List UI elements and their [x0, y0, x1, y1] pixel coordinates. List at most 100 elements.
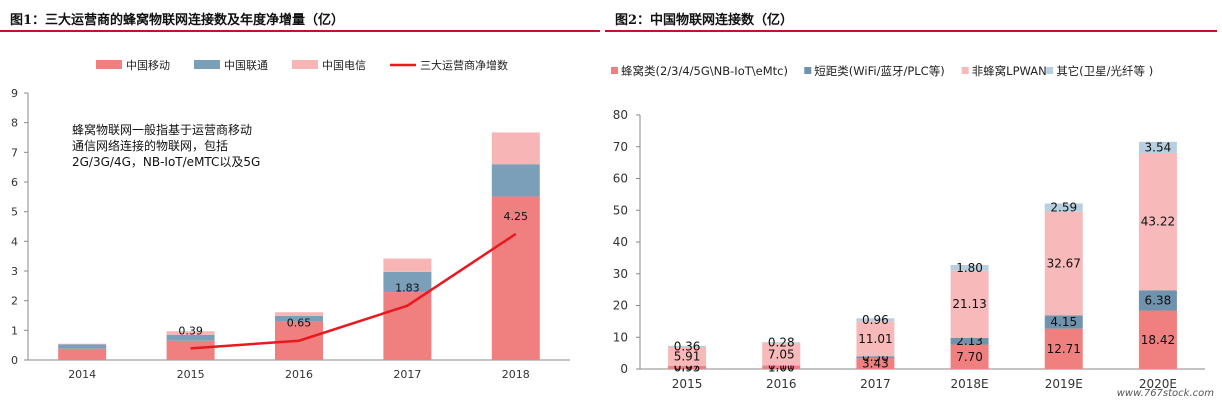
bar-unicom [58, 344, 107, 349]
bar-other [1044, 203, 1083, 212]
data-label: 4.25 [504, 210, 529, 223]
bar-cellular [950, 344, 989, 369]
y-tick-label: 0 [11, 354, 18, 367]
bar-other [856, 318, 895, 322]
data-label: 2.59 [1050, 201, 1077, 215]
bar-telecom [58, 343, 107, 345]
left-chart-panel: 图1：三大运营商的蜂窝物联网连接数及年度净增量（亿） 0 1 2 3 4 5 6 7 8 9 201… [0, 0, 600, 401]
bar-other [668, 345, 707, 347]
data-label: 0.39 [178, 324, 203, 337]
left-chart-title: 图1：三大运营商的蜂窝物联网连接数及年度净增量（亿） [10, 13, 345, 28]
bar-mobile [58, 348, 107, 360]
y-tick-label: 80 [613, 108, 628, 122]
y-tick-label: 7 [11, 146, 18, 159]
right-title-rule [605, 30, 1217, 32]
bar-other [950, 264, 989, 271]
note-line-1: 蜂窝物联网一般指基于运营商移动 [72, 123, 253, 137]
bar-unicom [275, 315, 323, 322]
y-tick-label: 40 [613, 235, 628, 249]
bar-lpwan [1138, 153, 1177, 291]
data-label: 21.13 [952, 297, 986, 311]
data-label: 4.15 [1050, 315, 1077, 329]
x-tick-label: 2020E [1139, 377, 1177, 391]
legend-label: 三大运营商净增数 [420, 58, 508, 72]
legend-label: 中国联通 [224, 59, 268, 72]
data-label: 32.67 [1047, 257, 1081, 271]
x-tick-label: 2017 [393, 368, 421, 381]
x-tick-label: 2019E [1045, 377, 1083, 391]
legend-label: 中国移动 [126, 59, 170, 72]
right-chart-svg: 0 10 20 30 40 50 60 70 80 2015 2016 2017 2018E 2019E 2… [611, 64, 1205, 391]
bar-cellular [1138, 310, 1177, 369]
legend-swatch [611, 67, 618, 74]
y-tick-label: 5 [11, 206, 18, 219]
legend-swatch [194, 60, 220, 69]
data-label: 5.91 [674, 349, 701, 363]
bar-mobile [383, 292, 432, 360]
left-title-rule [0, 30, 600, 32]
right-chart-panel: 图2：中国物联网连接数（亿） 0 10 20 30 40 50 60 70 80 2015 2016… [605, 0, 1222, 401]
x-tick-label: 2018E [951, 377, 989, 391]
bar-unicom [491, 164, 540, 197]
y-tick-label: 10 [613, 330, 628, 344]
data-label: 0.36 [674, 339, 701, 353]
bar-lpwan [762, 343, 801, 366]
bar-cellular [762, 365, 801, 369]
legend-label: 中国电信 [322, 59, 366, 72]
legend-label: 蜂窝类(2/3/4/5G\NB-IoT\eMtc) [621, 64, 788, 78]
bar-unicom [383, 271, 432, 293]
data-label: 0.96 [862, 313, 889, 327]
bar-lpwan [856, 321, 895, 357]
bar-other [762, 342, 801, 344]
bar-unicom [166, 334, 215, 341]
bar-short-range [1044, 315, 1083, 329]
y-tick-label: 6 [11, 176, 18, 189]
data-label: 7.70 [956, 350, 983, 364]
x-tick-label: 2015 [177, 368, 205, 381]
bar-short-range [1138, 290, 1177, 311]
data-label: 18.42 [1141, 333, 1175, 347]
bar-mobile [166, 340, 215, 360]
note-line-3: 2G/3G/4G，NB-IoT/eMTC以及5G [72, 155, 261, 169]
data-label: 6.38 [1145, 293, 1172, 307]
y-tick-label: 1 [11, 324, 18, 337]
bar-telecom [166, 331, 215, 335]
y-tick-label: 8 [11, 117, 18, 130]
legend-label: 非蜂窝LPWAN [972, 64, 1047, 78]
bar-short-range [856, 356, 895, 359]
bar-cellular [856, 358, 895, 369]
bar-mobile [491, 196, 540, 360]
note-line-2: 通信网络连接的物联网，包括 [72, 139, 229, 153]
data-label: 3.54 [1145, 140, 1172, 154]
bar-telecom [491, 132, 540, 165]
y-tick-label: 0 [620, 362, 628, 376]
y-tick-label: 50 [613, 203, 628, 217]
legend-swatch [961, 67, 969, 74]
data-label: 11.01 [858, 332, 892, 346]
legend-label: 短距类(WiFi/蓝牙/PLC等) [814, 64, 944, 78]
x-tick-label: 2015 [672, 377, 703, 391]
data-label: 3.43 [862, 357, 889, 371]
bar-cellular [1044, 328, 1083, 369]
y-tick-label: 3 [11, 265, 18, 278]
y-tick-label: 20 [613, 299, 628, 313]
legend-swatch [96, 60, 122, 69]
x-tick-label: 2018 [502, 368, 530, 381]
x-tick-label: 2014 [68, 368, 96, 381]
data-label: 12.71 [1047, 342, 1081, 356]
bar-lpwan [950, 270, 989, 338]
left-chart-note: 蜂窝物联网一般指基于运营商移动 通信网络连接的物联网，包括 2G/3G/4G，N… [72, 122, 260, 170]
data-label: 7.05 [768, 347, 795, 361]
legend-label: 其它(卫星/光纤等 ) [1056, 64, 1153, 78]
watermark: www.767stock.com [1116, 388, 1214, 399]
bar-other [1138, 141, 1177, 154]
y-tick-label: 9 [11, 87, 18, 100]
left-chart-svg: 0 1 2 3 4 5 6 7 8 9 2014 2015 2016 2017 2018 0.39 0.65 1.… [11, 58, 570, 381]
data-label: 1.83 [395, 282, 420, 295]
data-label: 43.22 [1141, 215, 1175, 229]
data-label: 1.80 [956, 261, 983, 275]
bar-cellular [668, 365, 707, 369]
x-tick-label: 2017 [860, 377, 891, 391]
data-label: 0.28 [768, 336, 795, 350]
y-tick-label: 4 [11, 235, 18, 248]
